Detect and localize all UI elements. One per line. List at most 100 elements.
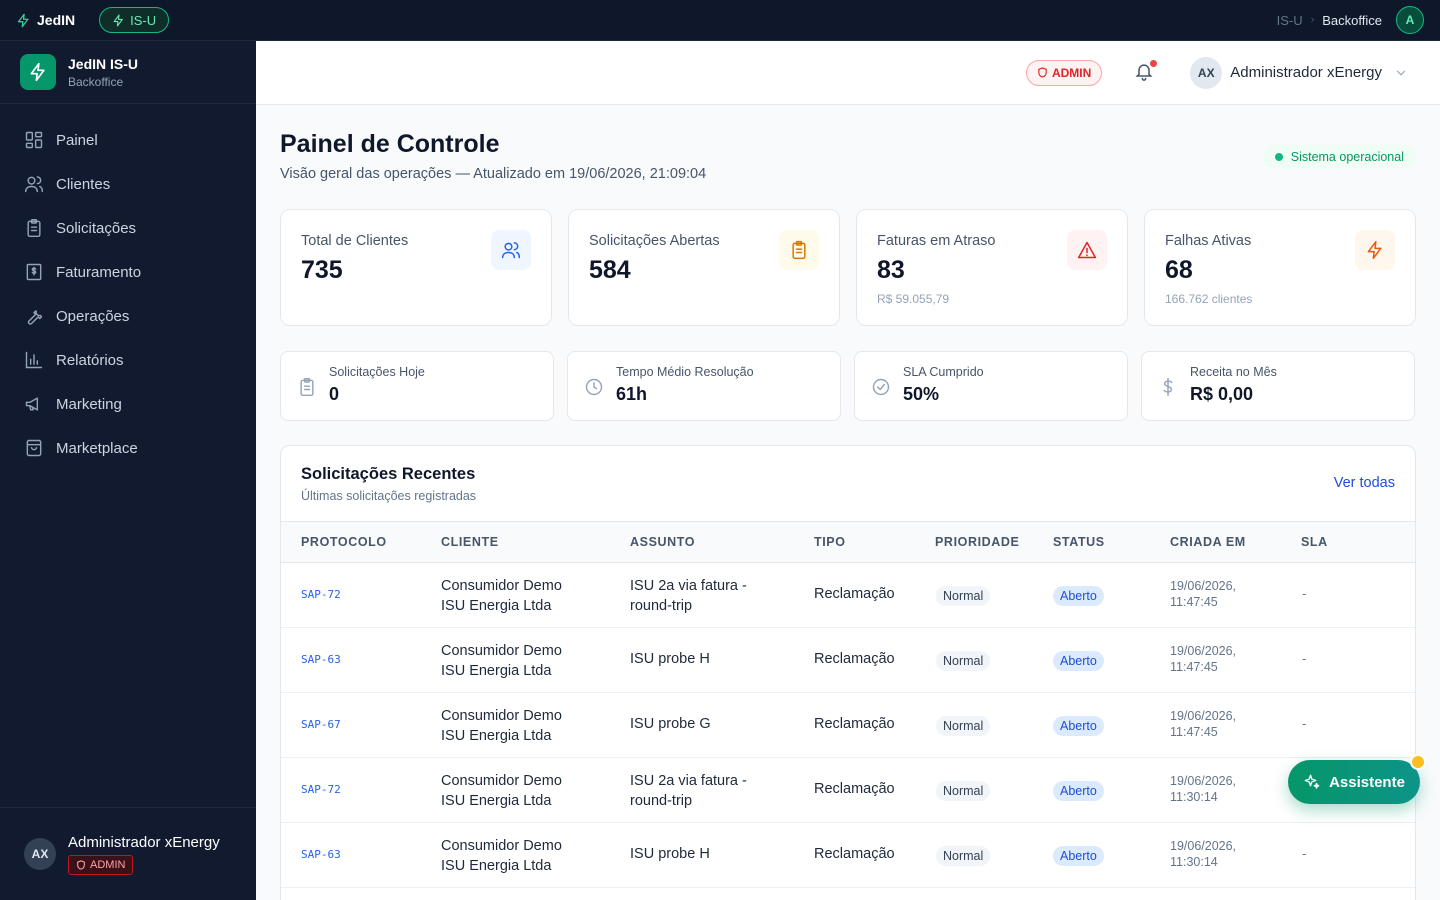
column-header[interactable]: CRIADA EM [1170,535,1246,549]
card-subtitle: Últimas solicitações registradas [301,489,477,503]
date-cell: 19/06/2026, 11:30:14 [1170,838,1236,870]
brand-name: JedIN [37,12,76,28]
time-line: 11:30:14 [1170,790,1218,804]
column-header[interactable]: SLA [1301,535,1328,549]
table-row[interactable]: SAP-67 Consumidor Demo ISU Energia Ltda I… [281,693,1415,758]
notifications-button[interactable] [1134,59,1158,85]
subject-cell: ISU probe H [630,846,710,862]
type-cell: Reclamação [814,846,895,862]
chevron-down-icon [1396,70,1406,76]
subject-cell: ISU probe H [630,651,710,667]
users-icon [24,176,44,193]
breadcrumb-separator: › [1310,14,1315,26]
kpi-card-clientes[interactable]: Total de Clientes 735 [280,209,552,326]
priority-badge: Normal [936,651,991,671]
check-circle-icon [871,377,891,397]
sla-cell: - [1302,716,1307,731]
breadcrumb-root[interactable]: IS-U [1276,12,1303,28]
sla-cell: - [1302,846,1307,861]
type-cell: Reclamação [814,651,895,667]
sparkles-icon [1304,774,1320,789]
subject-cell: ISU probe G [630,716,711,732]
user-menu[interactable]: AX Administrador xEnergy [1190,56,1408,89]
bell-icon [1135,63,1153,81]
zap-icon [113,14,123,26]
stat-value: 61h [616,384,648,404]
brand[interactable]: JedIN [16,12,75,28]
module-pill[interactable]: IS-U [99,7,170,33]
kpi-card-faturas[interactable]: Faturas em Atraso 83 R$ 59.055,79 [856,209,1128,326]
priority-badge: Normal [936,781,991,801]
avatar: AX [1190,56,1223,89]
stat-label: SLA Cumprido [903,365,984,379]
topbar-avatar[interactable]: A [1396,6,1424,34]
table-row[interactable]: SAP-63 Consumidor Demo ISU Energia Ltda I… [281,628,1415,693]
kpi-label: Faturas em Atraso [877,233,996,249]
sidebar-item-label: Solicitações [56,219,137,237]
role-badge: ADMIN [68,854,134,875]
protocol-link[interactable]: SAP-72 [301,588,341,601]
clipboard-icon [297,377,317,397]
status-badge: Aberto [1053,781,1104,801]
sidebar-nav: Painel Clientes Solicitações Faturamento… [0,104,256,470]
card-title: Solicitações Recentes [301,465,476,483]
sidebar-user-name: Administrador xEnergy [68,833,220,851]
shopping-bag-icon [26,439,42,457]
table-row[interactable]: SAP-72 Consumidor Demo ISU Energia Ltda I… [281,563,1415,628]
date-cell: 19/06/2026, 11:30:14 [1170,773,1236,805]
sidebar-item-faturamento[interactable]: Faturamento [0,250,256,294]
date-cell: 19/06/2026, 11:47:45 [1170,578,1236,610]
protocol-link[interactable]: SAP-63 [301,848,341,861]
role-badge-label: ADMIN [90,858,126,871]
client-company: ISU Energia Ltda [441,663,552,679]
column-header[interactable]: TIPO [814,535,846,549]
kpi-sub: R$ 59.055,79 [877,292,950,306]
kpi-card-solicitacoes[interactable]: Solicitações Abertas 584 [568,209,840,326]
sidebar-item-label: Painel [56,131,98,149]
status-badge: Aberto [1053,846,1104,866]
table-row[interactable]: SAP-72 Consumidor Demo ISU Energia Ltda I… [281,758,1415,823]
column-header[interactable]: CLIENTE [441,535,499,549]
sidebar-item-marketplace[interactable]: Marketplace [0,426,256,470]
column-header[interactable]: STATUS [1053,535,1105,549]
app-logo [20,54,56,90]
sla-cell: - [1302,651,1307,666]
protocol-link[interactable]: SAP-72 [301,783,341,796]
stat-receita: Receita no Mês R$ 0,00 [1141,351,1415,421]
sidebar-item-relatorios[interactable]: Relatórios [0,338,256,382]
subject-line: round-trip [630,793,693,809]
sidebar-item-operacoes[interactable]: Operações [0,294,256,338]
sidebar-user[interactable]: AX Administrador xEnergy ADMIN [0,807,256,900]
sidebar-item-painel[interactable]: Painel [0,118,256,162]
protocol-link[interactable]: SAP-63 [301,653,341,666]
sidebar-item-solicitacoes[interactable]: Solicitações [0,206,256,250]
status-badge: Aberto [1053,651,1104,671]
stat-label: Solicitações Hoje [329,365,425,379]
receipt-icon [26,263,42,281]
clipboard-icon [779,230,819,270]
column-header[interactable]: PRIORIDADE [935,535,1020,549]
zap-icon [17,13,29,27]
assistant-button[interactable]: Assistente [1288,754,1426,804]
type-cell: Reclamação [814,586,895,602]
view-all-link[interactable]: Ver todas [1333,475,1395,491]
kpi-card-falhas[interactable]: Falhas Ativas 68 166.762 clientes [1144,209,1416,326]
date-cell: 19/06/2026, 11:47:45 [1170,708,1236,740]
assistant-label: Assistente [1329,773,1405,791]
page-title: Painel de Controle [280,130,500,158]
date-line: 19/06/2026, [1170,774,1237,788]
sidebar-item-clientes[interactable]: Clientes [0,162,256,206]
table-row[interactable]: SAP-63 Consumidor Demo ISU Energia Ltda I… [281,823,1415,888]
sidebar: JedIN IS-U Backoffice Painel Clientes So… [0,41,256,900]
protocol-link[interactable]: SAP-67 [301,718,341,731]
client-company: ISU Energia Ltda [441,793,552,809]
priority-badge: Normal [936,846,991,866]
clock-icon [584,377,604,397]
sidebar-item-marketing[interactable]: Marketing [0,382,256,426]
client-cell: Consumidor Demo ISU Energia Ltda [441,836,562,876]
column-header[interactable]: ASSUNTO [630,535,696,549]
stat-label: Receita no Mês [1190,365,1277,379]
column-header[interactable]: PROTOCOLO [301,535,387,549]
megaphone-icon [25,397,39,411]
sidebar-title: JedIN IS-U [68,55,139,72]
